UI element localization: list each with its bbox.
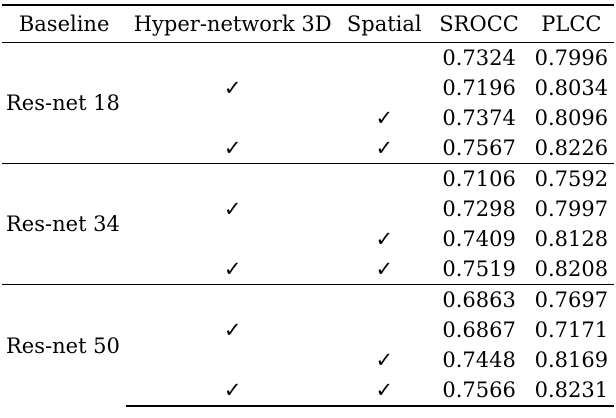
spatial-check-cell: ✓ [375,227,394,251]
srocc-cell: 0.7106 [429,163,529,194]
plcc-cell: 0.7997 [534,197,609,221]
table-row: ✓ ✓ 0.7567 0.8226 [2,133,614,164]
srocc-cell: 0.7448 [442,348,516,372]
plcc-cell: 0.8096 [534,106,609,130]
spatial-check-cell: ✓ [375,348,394,372]
plcc-cell: 0.8231 [528,375,614,407]
header-spatial: Spatial [339,4,430,43]
table-row: Res-net 50 0.6863 0.7697 [2,284,614,406]
spatial-check-cell: ✓ [375,136,394,160]
plcc-cell: 0.7592 [528,163,614,194]
baseline-cell: Res-net 50 [2,284,127,406]
spatial-check-cell [339,42,430,73]
table-row: ✓ ✓ 0.7519 0.8208 [2,254,614,285]
spatial-check-cell: ✓ [375,257,394,281]
header-hyper-network-3d: Hyper-network 3D [126,4,340,43]
baseline-cell: Res-net 18 [2,42,127,164]
table-row: ✓ 0.7196 0.8034 [2,73,614,103]
hyper-network-check-cell [126,42,340,73]
plcc-cell: 0.7996 [528,42,614,73]
hyper-network-check-cell: ✓ [223,76,242,100]
srocc-cell: 0.6867 [442,318,516,342]
spatial-check-cell [339,163,430,194]
srocc-cell: 0.7566 [429,375,529,407]
header-row: Baseline Hyper-network 3D Spatial SROCC … [2,4,614,43]
spatial-check-cell [339,284,430,315]
table-row: ✓ ✓ 0.7566 0.8231 [2,375,614,407]
table-group: Res-net 18 0.7324 0.7996 ✓ 0.7196 0.8034 ✓ 0.73… [2,42,614,164]
hyper-network-check-cell: ✓ [223,136,242,160]
table-group: Res-net 34 0.7106 0.7592 ✓ 0.7298 0.7997 ✓ 0.74… [2,163,614,285]
header-plcc: PLCC [528,4,614,43]
srocc-cell: 0.7409 [442,227,516,251]
plcc-cell: 0.7697 [528,284,614,315]
table-group: Res-net 50 0.6863 0.7697 ✓ 0.6867 0.7171 ✓ 0.74… [2,284,614,407]
table-header: Baseline Hyper-network 3D Spatial SROCC … [2,4,614,43]
spatial-check-cell [339,73,429,103]
baseline-cell: Res-net 34 [2,163,127,285]
header-baseline: Baseline [2,4,127,43]
plcc-cell: 0.7171 [534,318,609,342]
plcc-cell: 0.8034 [534,76,609,100]
hyper-network-check-cell [126,224,339,254]
spatial-check-cell [339,315,429,345]
srocc-cell: 0.7196 [442,76,516,100]
srocc-cell: 0.7519 [442,257,516,281]
table-row: ✓ 0.7374 0.8096 [2,103,614,133]
table-row: Res-net 34 0.7106 0.7592 [2,163,614,285]
srocc-cell: 0.7374 [442,106,516,130]
plcc-cell: 0.8208 [534,257,609,281]
table-row: ✓ 0.6867 0.7171 [2,315,614,345]
spatial-check-cell: ✓ [375,106,394,130]
plcc-cell: 0.8128 [534,227,609,251]
hyper-network-check-cell: ✓ [223,257,242,281]
srocc-cell: 0.6863 [429,284,529,315]
results-table: Baseline Hyper-network 3D Spatial SROCC … [2,4,614,407]
hyper-network-check-cell: ✓ [223,197,242,221]
srocc-cell: 0.7567 [442,136,516,160]
header-srocc: SROCC [429,4,529,43]
hyper-network-check-cell [126,345,339,375]
spatial-check-cell [339,194,429,224]
table-row: ✓ 0.7448 0.8169 [2,345,614,375]
plcc-cell: 0.8226 [534,136,609,160]
hyper-network-check-cell [126,284,340,315]
table-row: Res-net 18 0.7324 0.7996 [2,42,614,164]
table-row: ✓ 0.7409 0.8128 [2,224,614,254]
hyper-network-check-cell [126,103,339,133]
table-row: ✓ 0.7298 0.7997 [2,194,614,224]
srocc-cell: 0.7324 [429,42,529,73]
spatial-check-cell: ✓ [339,375,430,407]
hyper-network-check-cell [126,163,340,194]
srocc-cell: 0.7298 [442,197,516,221]
hyper-network-check-cell: ✓ [223,318,242,342]
hyper-network-check-cell: ✓ [126,375,340,407]
plcc-cell: 0.8169 [534,348,609,372]
